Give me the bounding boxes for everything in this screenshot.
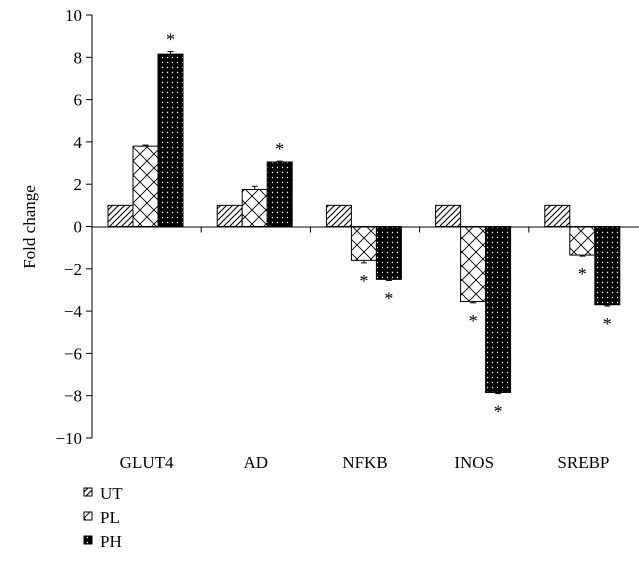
- significance-marker: *: [359, 271, 368, 291]
- bar-ut-glut4: [107, 204, 134, 228]
- bar-ph-glut4: [157, 53, 184, 227]
- category-label: SREBP: [557, 453, 609, 472]
- significance-marker: *: [603, 314, 612, 334]
- bar-ph-ad: [266, 161, 293, 227]
- bar-ut-ad: [216, 204, 243, 228]
- bar-ph-nfkb: [375, 226, 402, 280]
- y-tick-label: −6: [64, 344, 82, 363]
- significance-marker: *: [275, 139, 284, 159]
- category-label: INOS: [454, 453, 494, 472]
- y-axis-label: Fold change: [20, 185, 39, 269]
- y-tick-label: 4: [74, 133, 83, 152]
- y-axis-ticks: 10 8 6 4 2 0 −2 −4 −6 −8 −10: [55, 6, 92, 448]
- bar-pl-srebp: [569, 226, 596, 256]
- bar-pl-glut4: [132, 145, 159, 228]
- bar-pl-ad: [241, 188, 268, 228]
- bar-ph-srebp: [594, 226, 621, 306]
- bar-ut-nfkb: [325, 204, 352, 228]
- legend-label-pl: PL: [100, 508, 120, 527]
- y-tick-label: 0: [74, 218, 83, 237]
- y-tick-label: 6: [74, 91, 83, 110]
- y-tick-label: 8: [74, 48, 83, 67]
- bar-pl-nfkb: [350, 226, 377, 261]
- bar-pl-inos: [460, 226, 487, 303]
- legend-swatch-ph: [83, 535, 93, 545]
- category-labels: GLUT4 AD NFKB INOS SREBP: [120, 453, 610, 472]
- significance-marker: *: [384, 288, 393, 308]
- y-tick-label: −4: [64, 302, 83, 321]
- legend-label-ut: UT: [100, 484, 123, 503]
- significance-marker: *: [166, 30, 175, 50]
- y-tick-label: 2: [74, 175, 83, 194]
- significance-marker: *: [578, 264, 587, 284]
- category-label: AD: [244, 453, 269, 472]
- legend: UT PL PH: [83, 484, 123, 551]
- bar-ut-inos: [435, 204, 462, 228]
- legend-label-ph: PH: [100, 532, 122, 551]
- y-tick-label: 10: [65, 6, 82, 25]
- category-label: GLUT4: [120, 453, 174, 472]
- bars: * * * * * * * *: [107, 30, 621, 422]
- significance-marker: *: [469, 311, 478, 331]
- legend-swatch-ut: [83, 487, 93, 497]
- significance-marker: *: [494, 402, 503, 422]
- legend-swatch-pl: [83, 511, 93, 521]
- category-label: NFKB: [342, 453, 387, 472]
- y-tick-label: −10: [55, 429, 82, 448]
- bar-ut-srebp: [544, 204, 571, 228]
- bar-ph-inos: [485, 226, 512, 394]
- y-tick-label: −2: [64, 260, 82, 279]
- y-tick-label: −8: [64, 387, 82, 406]
